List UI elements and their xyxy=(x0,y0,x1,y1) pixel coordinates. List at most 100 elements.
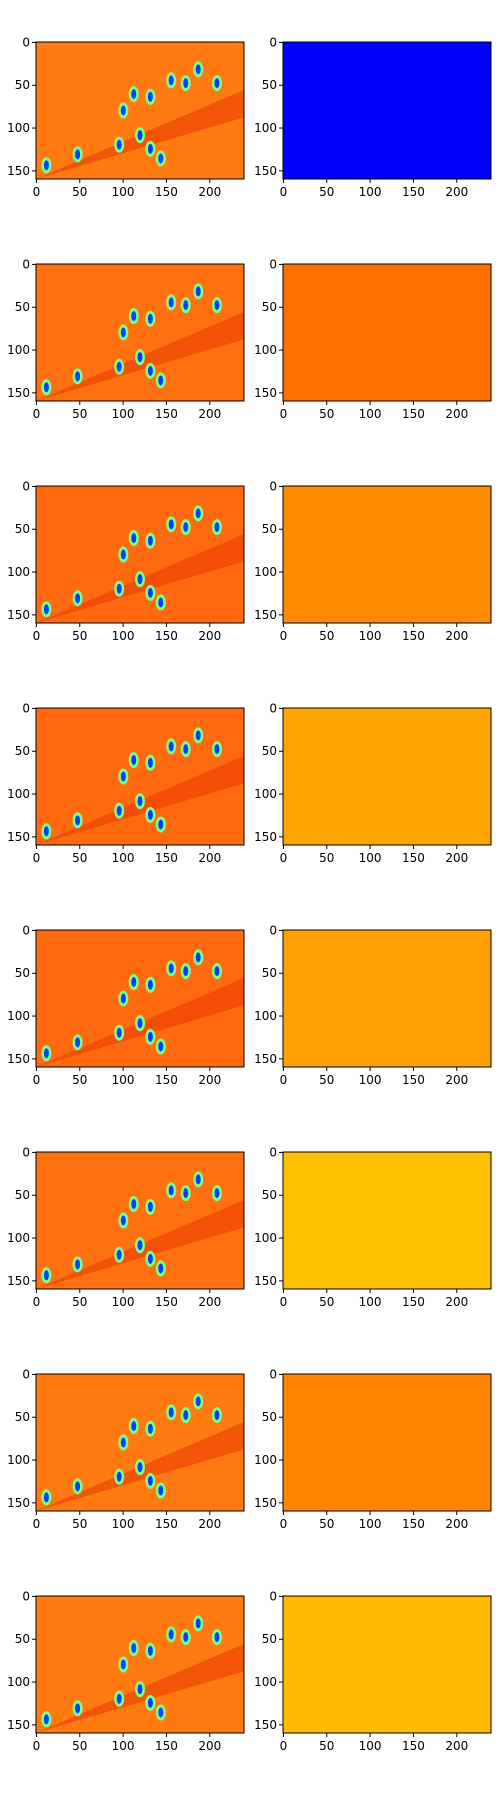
image-blob xyxy=(183,1410,189,1421)
image-blob xyxy=(158,1707,164,1718)
axes-frame xyxy=(35,263,245,402)
x-tick-label: 50 xyxy=(72,851,87,865)
image-blob xyxy=(43,1492,49,1503)
y-tick-label: 150 xyxy=(254,608,277,622)
image-blob xyxy=(120,549,126,560)
x-tick-label: 50 xyxy=(72,1295,87,1309)
y-tick-label: 0 xyxy=(22,701,30,715)
image-blob xyxy=(195,730,201,741)
y-tick-label: 100 xyxy=(254,565,277,579)
image-blob xyxy=(214,300,220,311)
image-blob xyxy=(116,583,122,594)
x-tick-label: 150 xyxy=(402,851,425,865)
image-blob xyxy=(195,1396,201,1407)
axes-frame xyxy=(35,929,245,1068)
panel: 0 50 100 150 200 0 50 100 150 xyxy=(7,35,245,199)
image-blob xyxy=(75,1703,81,1714)
panel: 0 50 100 150 200 0 50 100 150 xyxy=(7,479,245,643)
y-tick-label: 100 xyxy=(7,1009,30,1023)
x-tick-label: 150 xyxy=(155,1517,178,1531)
panel: 0 50 100 150 200 0 50 100 150 xyxy=(254,257,492,421)
x-tick-label: 0 xyxy=(33,185,41,199)
image-blob xyxy=(183,966,189,977)
x-tick-label: 0 xyxy=(280,1073,288,1087)
image-blob xyxy=(168,1407,174,1418)
axes-frame xyxy=(282,41,492,180)
y-tick-label: 100 xyxy=(7,1675,30,1689)
heatmap-image xyxy=(283,264,491,401)
image-blob xyxy=(137,1684,143,1695)
image-blob xyxy=(214,744,220,755)
image-blob xyxy=(214,522,220,533)
image-blob xyxy=(147,1201,153,1212)
y-tick-label: 50 xyxy=(15,744,30,758)
y-tick-label: 50 xyxy=(15,522,30,536)
image-blob xyxy=(147,365,153,376)
image-blob xyxy=(137,130,143,141)
y-tick-label: 50 xyxy=(262,1410,277,1424)
y-tick-label: 150 xyxy=(7,164,30,178)
image-blob xyxy=(214,1632,220,1643)
y-tick-label: 0 xyxy=(269,1367,277,1381)
y-tick-label: 50 xyxy=(262,300,277,314)
x-tick-label: 50 xyxy=(319,1739,334,1753)
x-tick-label: 150 xyxy=(402,1073,425,1087)
x-tick-label: 150 xyxy=(402,185,425,199)
y-tick-label: 150 xyxy=(254,386,277,400)
x-tick-label: 200 xyxy=(198,185,221,199)
axes-frame xyxy=(282,1373,492,1512)
image-blob xyxy=(158,1485,164,1496)
x-tick-label: 100 xyxy=(112,851,135,865)
image-blob xyxy=(75,593,81,604)
x-tick-label: 100 xyxy=(359,1739,382,1753)
y-tick-label: 50 xyxy=(262,744,277,758)
y-tick-label: 50 xyxy=(262,78,277,92)
y-tick-label: 150 xyxy=(254,1718,277,1732)
y-tick-label: 100 xyxy=(7,1231,30,1245)
y-tick-label: 100 xyxy=(254,1231,277,1245)
y-tick-label: 50 xyxy=(15,78,30,92)
y-tick-label: 100 xyxy=(7,787,30,801)
image-blob xyxy=(131,89,137,100)
image-blob xyxy=(116,1027,122,1038)
image-blob xyxy=(147,535,153,546)
panel: 0 50 100 150 200 0 50 100 150 xyxy=(7,701,245,865)
panel: 0 50 100 150 200 0 50 100 150 xyxy=(254,479,492,643)
panel: 0 50 100 150 200 0 50 100 150 xyxy=(7,1145,245,1309)
x-tick-label: 0 xyxy=(33,1517,41,1531)
x-tick-label: 150 xyxy=(402,629,425,643)
panel: 0 50 100 150 200 0 50 100 150 xyxy=(7,1367,245,1531)
y-tick-label: 0 xyxy=(269,257,277,271)
x-tick-label: 0 xyxy=(33,1295,41,1309)
image-blob xyxy=(158,153,164,164)
image-blob xyxy=(168,963,174,974)
x-tick-label: 100 xyxy=(359,185,382,199)
image-blob xyxy=(43,1048,49,1059)
y-tick-label: 150 xyxy=(7,608,30,622)
image-blob xyxy=(158,597,164,608)
image-blob xyxy=(120,993,126,1004)
x-tick-label: 150 xyxy=(155,185,178,199)
x-tick-label: 100 xyxy=(112,1517,135,1531)
y-tick-label: 100 xyxy=(254,1675,277,1689)
x-tick-label: 0 xyxy=(33,407,41,421)
image-blob xyxy=(116,361,122,372)
image-blob xyxy=(195,508,201,519)
image-blob xyxy=(75,371,81,382)
x-tick-label: 100 xyxy=(112,629,135,643)
x-tick-label: 200 xyxy=(445,629,468,643)
image-blob xyxy=(120,1215,126,1226)
y-tick-label: 100 xyxy=(7,343,30,357)
image-band xyxy=(36,755,244,845)
x-tick-label: 50 xyxy=(72,1517,87,1531)
y-tick-label: 150 xyxy=(7,1052,30,1066)
image-blob xyxy=(147,1423,153,1434)
x-tick-label: 150 xyxy=(155,1073,178,1087)
axes-frame xyxy=(35,485,245,624)
x-tick-label: 200 xyxy=(445,1295,468,1309)
x-tick-label: 100 xyxy=(359,1295,382,1309)
x-tick-label: 0 xyxy=(280,1295,288,1309)
x-tick-label: 0 xyxy=(280,629,288,643)
x-tick-label: 100 xyxy=(359,851,382,865)
